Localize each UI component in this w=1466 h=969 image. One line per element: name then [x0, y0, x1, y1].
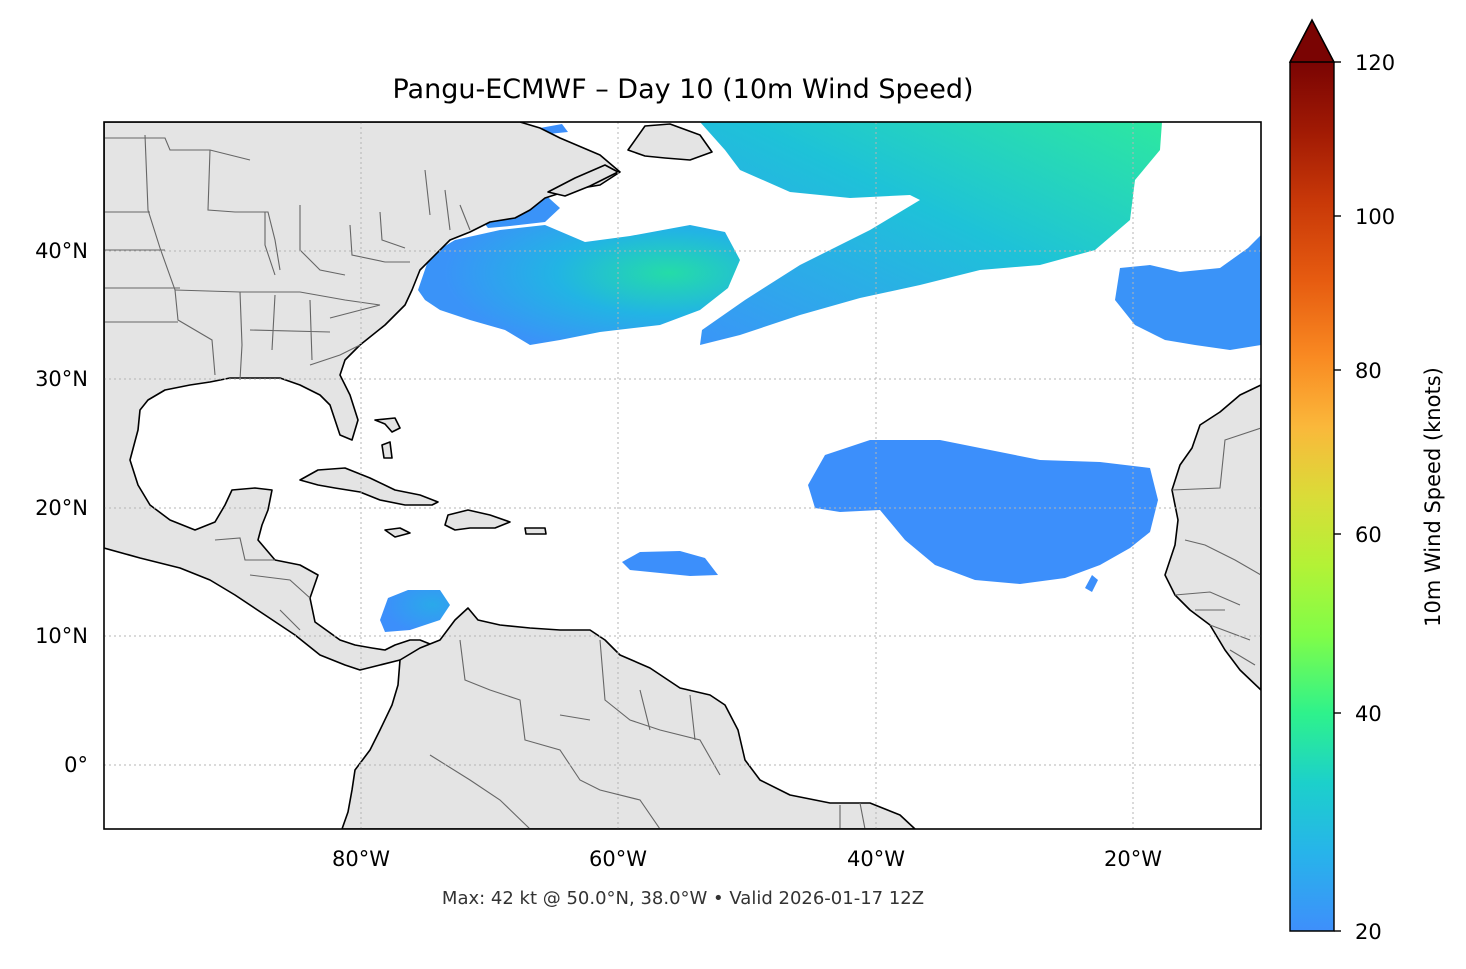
map-panel — [104, 122, 1261, 829]
newfoundland — [627, 123, 713, 161]
colorbar-tick-20: 20 — [1355, 920, 1382, 944]
lon-label-40w: 40°W — [847, 847, 905, 871]
lat-label-0: 0° — [64, 753, 88, 777]
colorbar-gradient — [1290, 62, 1334, 931]
wind-region-azores — [1115, 235, 1261, 350]
bahamas — [374, 417, 401, 459]
puerto-rico — [524, 527, 547, 535]
colorbar-tick-60: 60 — [1355, 523, 1382, 547]
lon-label-20w: 20°W — [1104, 847, 1162, 871]
lat-label-30n: 30°N — [35, 367, 88, 391]
lat-label-20n: 20°N — [35, 496, 88, 520]
lat-labels: 40°N 30°N 20°N 10°N 0° — [35, 239, 88, 777]
map-frame — [103, 121, 1262, 830]
colorbar-tick-100: 100 — [1355, 205, 1395, 229]
colorbar-outline — [1289, 18, 1335, 932]
wind-region-trade-winds — [808, 440, 1158, 584]
lat-label-40n: 40°N — [35, 239, 88, 263]
colorbar-extend-arrow — [1288, 18, 1336, 63]
colorbar-tick-40: 40 — [1355, 702, 1382, 726]
wind-region-trade-winds-fleck — [1085, 575, 1098, 592]
colorbar-ticks — [1334, 61, 1341, 932]
lon-labels: 80°W 60°W 40°W 20°W — [332, 847, 1162, 871]
wind-region-caribbean-jet — [380, 590, 450, 632]
wind-region-central-atlantic — [622, 551, 718, 576]
colorbar-tick-120: 120 — [1355, 51, 1395, 75]
lon-label-60w: 60°W — [589, 847, 647, 871]
map-title: Pangu-ECMWF – Day 10 (10m Wind Speed) — [392, 74, 973, 105]
wind-speed-field — [225, 122, 1261, 632]
max-caption: Max: 42 kt @ 50.0°N, 38.0°W • Valid 2026… — [442, 888, 924, 909]
political-borders — [104, 134, 1261, 829]
lon-label-80w: 80°W — [332, 847, 390, 871]
wind-region-us-east-coast-jet — [418, 225, 740, 345]
hispaniola — [444, 509, 511, 531]
wind-region-mid-atlantic-jet — [700, 122, 1162, 345]
jamaica — [384, 527, 411, 538]
cuba — [299, 467, 439, 506]
lat-label-10n: 10°N — [35, 624, 88, 648]
colorbar: 120 100 80 60 40 20 10m Wind Speed (knot… — [1288, 18, 1445, 944]
colorbar-tick-80: 80 — [1355, 359, 1382, 383]
colorbar-label: 10m Wind Speed (knots) — [1421, 367, 1445, 627]
africa — [1164, 384, 1261, 691]
